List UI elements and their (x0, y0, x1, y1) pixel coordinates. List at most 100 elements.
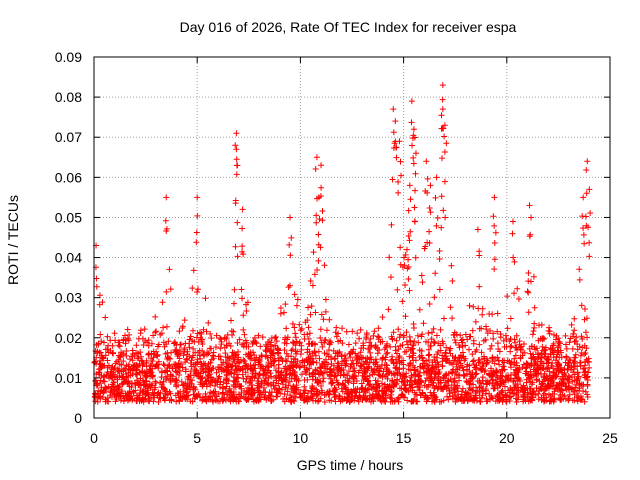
data-point (308, 388, 315, 395)
data-point (538, 321, 545, 328)
data-point (432, 194, 439, 201)
data-point (272, 342, 279, 349)
data-point (426, 301, 433, 308)
data-point (472, 366, 479, 373)
data-point (401, 385, 408, 392)
data-point (283, 371, 290, 378)
data-point (140, 360, 147, 367)
data-point (433, 222, 440, 229)
data-point (318, 184, 325, 191)
data-point (306, 365, 313, 372)
data-point (196, 329, 203, 336)
x-tick-label: 15 (396, 430, 412, 446)
y-tick-label: 0.05 (55, 209, 82, 225)
data-point (573, 334, 580, 341)
data-point (203, 383, 210, 390)
data-point (482, 367, 489, 374)
data-point (298, 346, 305, 353)
data-point (117, 353, 124, 360)
data-point (233, 146, 240, 153)
data-point (145, 337, 152, 344)
data-point (194, 212, 201, 219)
data-point (293, 360, 300, 367)
data-point (371, 366, 378, 373)
data-point (283, 350, 290, 357)
data-point (356, 335, 363, 342)
data-point (431, 294, 438, 301)
data-point (424, 394, 431, 401)
x-tick-label: 0 (90, 430, 98, 446)
data-point (281, 339, 288, 346)
data-point (282, 334, 289, 341)
data-point (247, 355, 254, 362)
data-point (285, 284, 292, 291)
data-point (426, 228, 433, 235)
data-point (121, 332, 128, 339)
data-point (318, 311, 325, 318)
data-point (262, 347, 269, 354)
data-point (432, 393, 439, 400)
x-tick-label: 10 (293, 430, 309, 446)
data-point (356, 355, 363, 362)
data-point (294, 358, 301, 365)
data-point (585, 369, 592, 376)
data-point (370, 332, 377, 339)
data-point (235, 398, 242, 405)
data-point (191, 366, 198, 373)
data-point (315, 379, 322, 386)
data-point (233, 162, 240, 169)
data-point (410, 362, 417, 369)
data-point (161, 343, 168, 350)
data-point (143, 363, 150, 370)
data-point (166, 266, 173, 273)
data-point (166, 388, 173, 395)
data-point (321, 398, 328, 405)
data-point (543, 385, 550, 392)
data-point (308, 303, 315, 310)
data-point (96, 349, 103, 356)
data-point (577, 359, 584, 366)
data-point (184, 355, 191, 362)
data-point (306, 371, 313, 378)
data-point (120, 358, 127, 365)
data-point (395, 326, 402, 333)
data-point (313, 212, 320, 219)
data-point (190, 386, 197, 393)
data-point (357, 326, 364, 333)
data-point (257, 343, 264, 350)
data-point (511, 258, 518, 265)
data-point (282, 372, 289, 379)
data-point (235, 366, 242, 373)
data-point (523, 360, 530, 367)
data-point (426, 239, 433, 246)
data-point (312, 397, 319, 404)
data-point (244, 365, 251, 372)
data-point (426, 204, 433, 211)
data-point (261, 377, 268, 384)
data-point (298, 325, 305, 332)
data-point (470, 340, 477, 347)
data-point (546, 324, 553, 331)
data-point (186, 381, 193, 388)
data-point (301, 397, 308, 404)
data-point (154, 351, 161, 358)
data-point (220, 359, 227, 366)
data-point (531, 320, 538, 327)
data-point (176, 346, 183, 353)
data-point (550, 369, 557, 376)
data-point (343, 328, 350, 335)
data-point (277, 310, 284, 317)
data-point (555, 362, 562, 369)
data-point (478, 383, 485, 390)
data-point (482, 336, 489, 343)
data-point (242, 378, 249, 385)
data-point (531, 304, 538, 311)
data-point (115, 339, 122, 346)
data-point (99, 394, 106, 401)
data-point (394, 350, 401, 357)
data-point (265, 367, 272, 374)
data-point (400, 365, 407, 372)
data-point (306, 358, 313, 365)
data-point (190, 386, 197, 393)
data-point (239, 364, 246, 371)
